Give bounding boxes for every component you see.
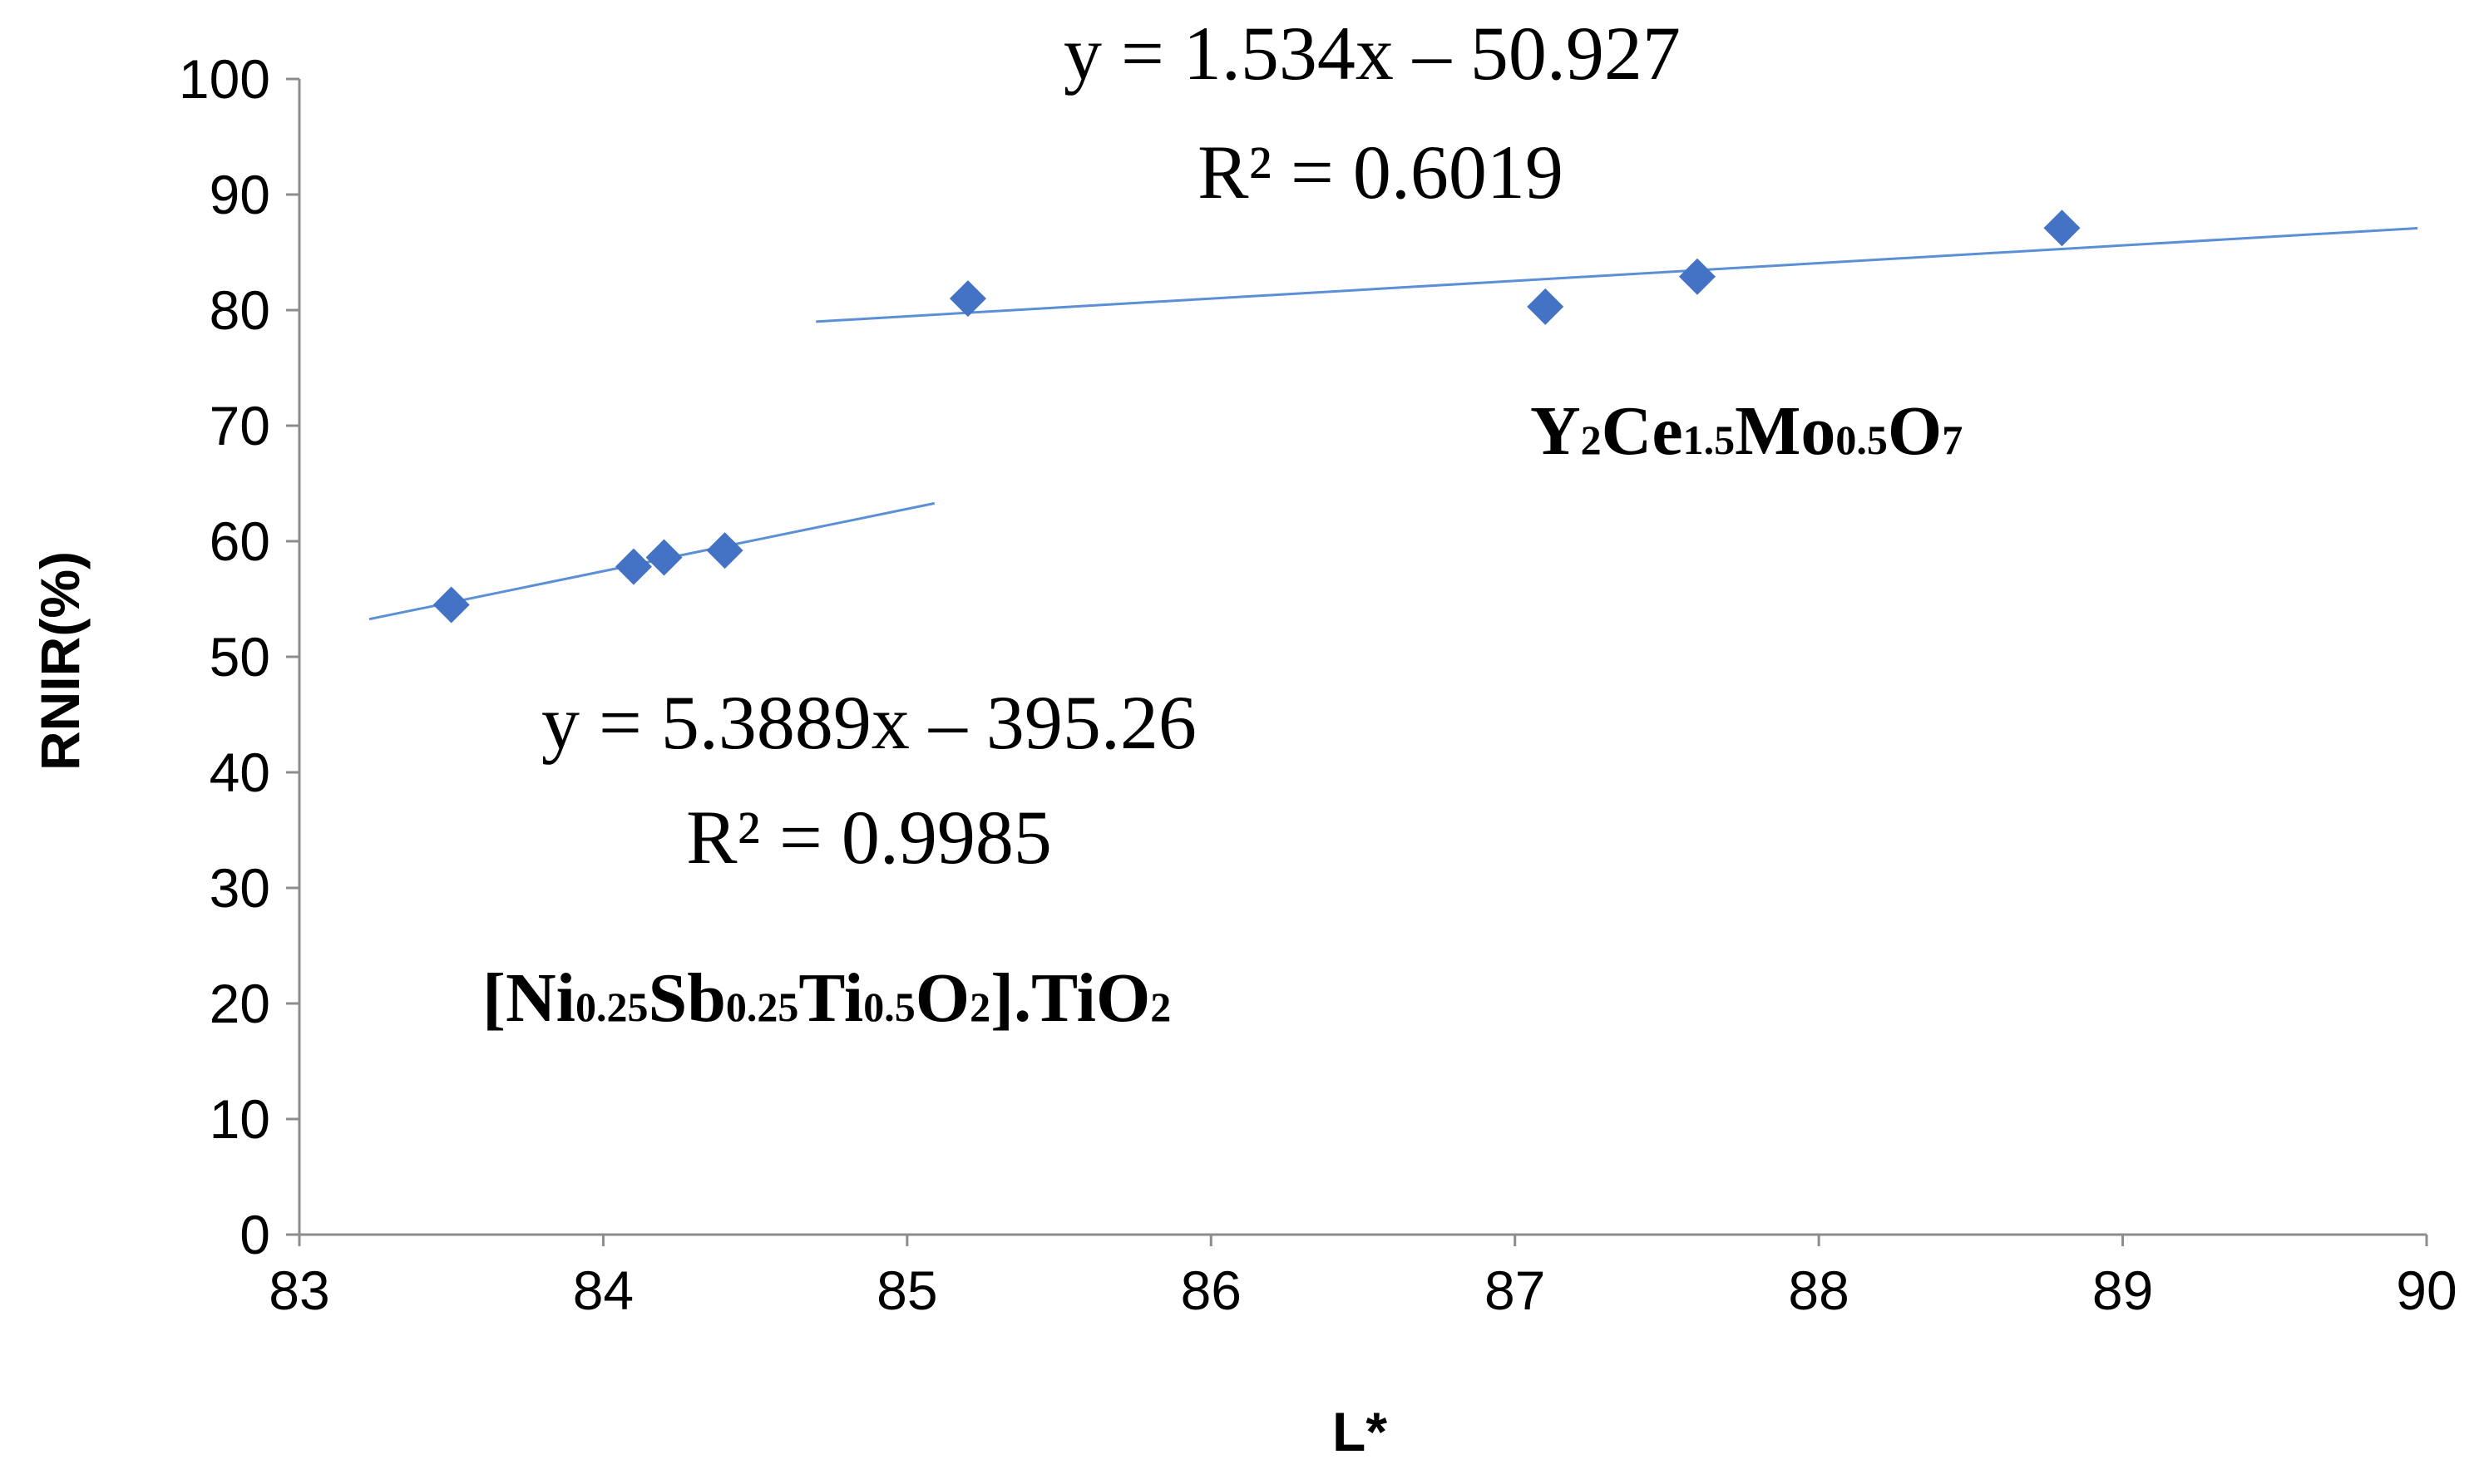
series-2-r-squared: R² = 0.6019 xyxy=(1198,130,1563,214)
x-tick-label: 90 xyxy=(2396,1260,2457,1321)
axes: 83 84 85 86 87 88 89 90 0 10 20 30 40 50 60 70 80 90 100 xyxy=(179,48,2457,1321)
series-2-equation: y = 1.534x – 50.927 xyxy=(1064,11,1681,96)
y-axis-title: RNIR(%) xyxy=(29,551,91,771)
series-1-point xyxy=(432,586,470,624)
series-1-equation: y = 5.3889x – 395.26 xyxy=(541,680,1197,765)
y-tick-label: 0 xyxy=(240,1204,270,1265)
y-tick-label: 50 xyxy=(210,626,270,688)
y-tick-label: 10 xyxy=(210,1088,270,1150)
y-tick-label: 70 xyxy=(210,395,270,456)
series-1-point xyxy=(706,532,743,569)
series-2-formula-label: Y2Ce1.5Mo0.5O7 xyxy=(1530,392,1963,470)
series-2-trendline xyxy=(816,226,2418,323)
series-2-point xyxy=(1527,288,1564,325)
x-tick-label: 87 xyxy=(1484,1260,1545,1321)
series-1-point xyxy=(645,539,683,576)
y-tick-label: 40 xyxy=(210,742,270,803)
data-points xyxy=(432,210,2081,624)
series-1-formula-label: [Ni0.25Sb0.25Ti0.5O2].TiO2 xyxy=(482,959,1171,1037)
y-tick-label: 30 xyxy=(210,857,270,919)
y-tick-label: 80 xyxy=(210,279,270,341)
x-tick-label: 84 xyxy=(573,1260,634,1321)
x-tick-label: 85 xyxy=(877,1260,937,1321)
series-1-point xyxy=(615,548,652,585)
y-tick-label: 100 xyxy=(179,48,270,110)
series-2-point xyxy=(949,280,986,318)
y-tick-label: 90 xyxy=(210,164,270,225)
x-axis-title: L* xyxy=(1332,1401,1387,1462)
series-2-point xyxy=(1678,258,1716,295)
x-tick-label: 83 xyxy=(269,1260,329,1321)
series-2-point xyxy=(2043,210,2081,247)
x-tick-label: 89 xyxy=(2092,1260,2153,1321)
x-tick-label: 86 xyxy=(1181,1260,1242,1321)
x-tick-label: 88 xyxy=(1788,1260,1849,1321)
series-1-r-squared: R² = 0.9985 xyxy=(686,795,1052,880)
y-tick-label: 20 xyxy=(210,973,270,1034)
y-tick-label: 60 xyxy=(210,510,270,572)
